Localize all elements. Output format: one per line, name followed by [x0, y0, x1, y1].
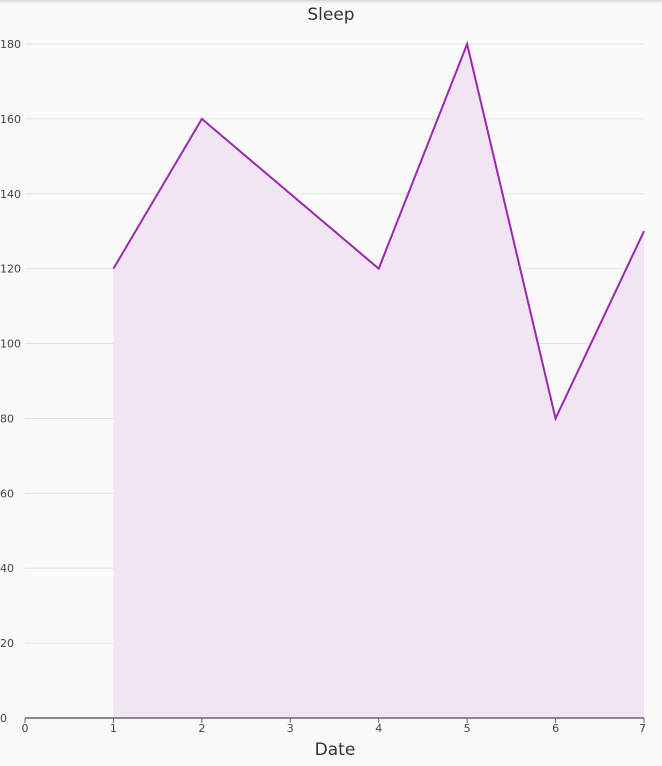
- chart-title: Sleep: [307, 5, 355, 25]
- x-tick-label: 1: [110, 722, 117, 735]
- x-tick-label: 2: [198, 722, 205, 735]
- y-tick-label: 0: [0, 712, 7, 725]
- x-axis-title: Date: [314, 740, 356, 760]
- y-tick-label: 60: [0, 487, 14, 500]
- series-line: [112, 40, 645, 422]
- y-tick-label: 80: [0, 412, 14, 425]
- y-tick-label: 40: [0, 562, 14, 575]
- y-tick-label: 120: [0, 263, 21, 276]
- x-tick-label: 7: [639, 722, 646, 735]
- y-tick-label: 100: [0, 338, 21, 351]
- y-tick-label: 20: [0, 637, 14, 650]
- y-tick-label: 140: [0, 188, 21, 201]
- x-tick-label: 6: [552, 722, 559, 735]
- series-area-fill: [113, 44, 644, 718]
- x-tick-label: 0: [22, 722, 29, 735]
- x-tick-label: 3: [287, 722, 294, 735]
- y-tick-label: 180: [0, 38, 21, 51]
- app-bar-shadow: [0, 0, 662, 4]
- series-layer: [112, 40, 645, 718]
- x-tick-label: 4: [375, 722, 382, 735]
- x-tick-label: 5: [464, 722, 471, 735]
- axis-layer: 0 20 40 60 80 100 120 140 160 180 0 1 2 3 4 5 6 7: [0, 38, 646, 735]
- y-tick-label: 160: [0, 113, 21, 126]
